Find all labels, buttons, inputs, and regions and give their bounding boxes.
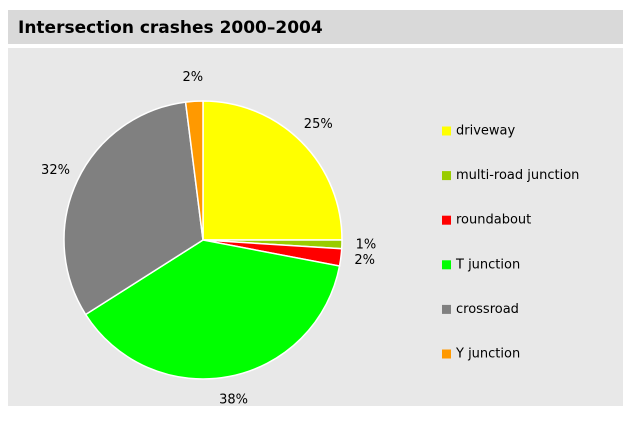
data-label: 38%	[219, 393, 248, 408]
legend-swatch	[442, 126, 451, 136]
data-label: 1%	[356, 238, 377, 253]
pie-slice	[184, 100, 204, 241]
legend-swatch	[442, 260, 451, 270]
legend-swatch	[442, 349, 451, 359]
legend-label: roundabout	[456, 213, 531, 228]
pie-slice	[63, 101, 204, 316]
legend-label: driveway	[456, 124, 515, 139]
data-label: 2%	[354, 253, 375, 268]
data-label: 32%	[41, 163, 70, 178]
title-bar	[8, 10, 623, 44]
legend-swatch	[442, 171, 451, 181]
pie-slice	[202, 100, 343, 241]
legend-swatch	[442, 304, 451, 314]
legend-swatch	[442, 215, 451, 225]
chart-title: Intersection crashes 2000–2004	[18, 18, 323, 38]
data-label: 2%	[182, 70, 203, 85]
legend-label: multi-road junction	[456, 168, 579, 183]
data-label: 25%	[304, 117, 333, 132]
legend-label: T junction	[455, 257, 520, 272]
legend-label: Y junction	[455, 347, 520, 362]
legend-label: crossroad	[456, 302, 519, 317]
